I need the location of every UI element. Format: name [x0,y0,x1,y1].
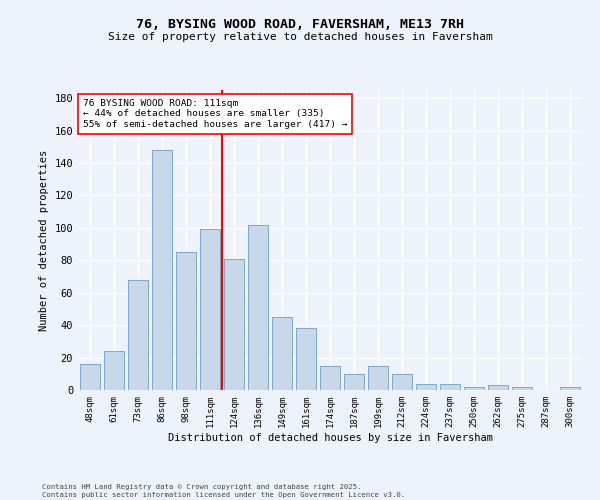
Y-axis label: Number of detached properties: Number of detached properties [39,150,49,330]
Bar [368,366,388,390]
Bar [152,150,172,390]
Bar [488,385,508,390]
Bar [104,351,124,390]
Bar [512,387,532,390]
Bar [416,384,436,390]
Bar [320,366,340,390]
Bar [128,280,148,390]
Bar [296,328,316,390]
Bar [272,317,292,390]
Text: 76 BYSING WOOD ROAD: 111sqm
← 44% of detached houses are smaller (335)
55% of se: 76 BYSING WOOD ROAD: 111sqm ← 44% of det… [83,99,347,129]
Text: Contains HM Land Registry data © Crown copyright and database right 2025.
Contai: Contains HM Land Registry data © Crown c… [42,484,405,498]
Bar [224,258,244,390]
Text: 76, BYSING WOOD ROAD, FAVERSHAM, ME13 7RH: 76, BYSING WOOD ROAD, FAVERSHAM, ME13 7R… [136,18,464,30]
Bar [440,384,460,390]
X-axis label: Distribution of detached houses by size in Faversham: Distribution of detached houses by size … [167,432,493,442]
Text: Size of property relative to detached houses in Faversham: Size of property relative to detached ho… [107,32,493,42]
Bar [176,252,196,390]
Bar [344,374,364,390]
Bar [200,230,220,390]
Bar [392,374,412,390]
Bar [248,224,268,390]
Bar [464,387,484,390]
Bar [560,387,580,390]
Bar [80,364,100,390]
